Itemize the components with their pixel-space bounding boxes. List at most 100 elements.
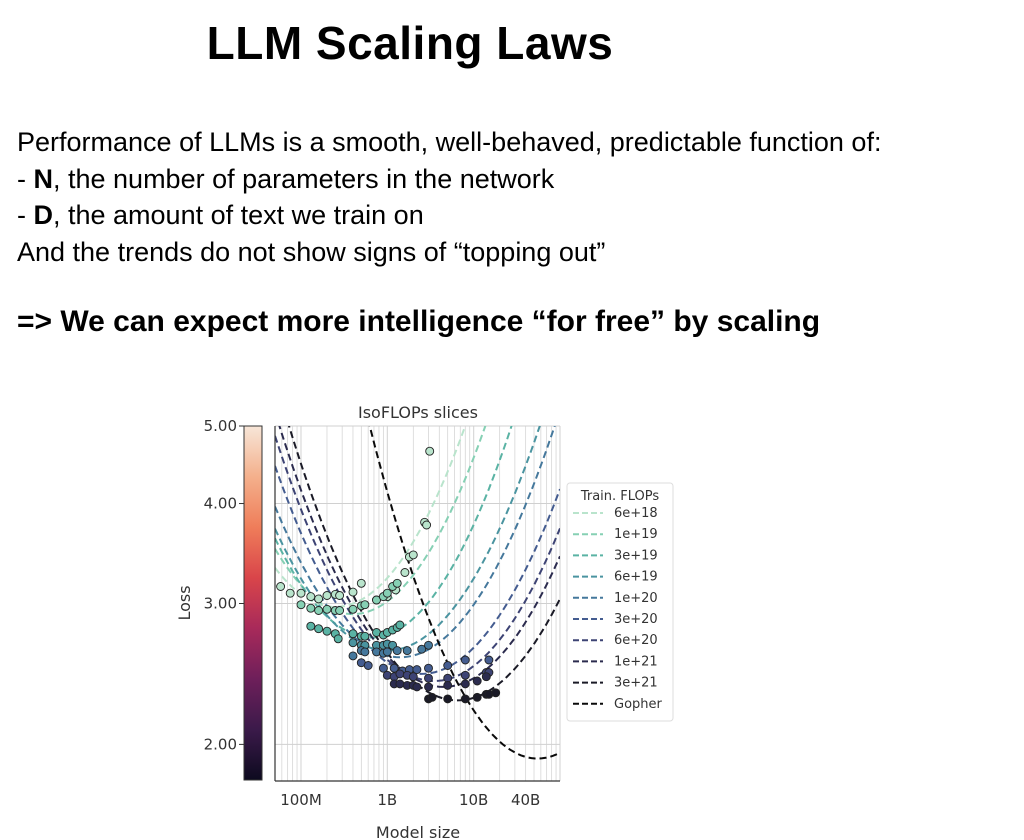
data-point	[382, 588, 392, 598]
fit-curve	[275, 426, 467, 609]
x-axis-label: Model size	[376, 823, 460, 840]
fit-curve	[275, 426, 513, 639]
y-axis-label: Loss	[175, 585, 194, 620]
data-point	[296, 600, 306, 610]
data-point	[412, 665, 422, 675]
data-point	[395, 669, 405, 679]
bullet-term: D	[33, 200, 54, 230]
data-point	[443, 694, 453, 704]
data-point	[392, 578, 402, 588]
data-point	[363, 661, 373, 670]
data-point	[306, 592, 316, 602]
y-axis-ticks: 2.00 3.00 4.00 5.00	[204, 417, 244, 753]
data-point	[285, 588, 295, 598]
data-point	[443, 661, 453, 670]
data-point	[382, 647, 392, 657]
data-point	[400, 568, 410, 577]
x-axis-ticks: 100M 1B 10B 40B	[280, 791, 540, 809]
legend-label: 3e+19	[614, 548, 658, 563]
chart-title: IsoFLOPs slices	[358, 403, 478, 422]
fit-curve	[275, 465, 560, 675]
data-point	[314, 624, 324, 634]
data-point	[360, 600, 370, 610]
data-point	[427, 692, 437, 702]
colorbar	[243, 425, 263, 781]
fit-curve	[275, 426, 487, 616]
data-point	[424, 673, 433, 683]
intro-line: Performance of LLMs is a smooth, well-be…	[17, 127, 882, 157]
slide-title: LLM Scaling Laws	[206, 17, 614, 69]
data-point	[335, 606, 345, 615]
legend-label: 1e+19	[614, 527, 658, 542]
y-tick-label: 4.00	[204, 495, 237, 513]
y-tick-label: 5.00	[204, 417, 237, 435]
legend-label: 6e+19	[614, 570, 658, 585]
legend-label: 6e+20	[614, 633, 658, 648]
legend-label: 1e+20	[614, 591, 658, 606]
data-point	[348, 629, 358, 639]
data-point	[425, 446, 435, 456]
bullet-d: - D, the amount of text we train on	[17, 197, 881, 234]
y-tick-label: 2.00	[204, 735, 237, 753]
data-point	[460, 670, 470, 680]
fit-curve	[278, 426, 560, 688]
data-point	[472, 692, 482, 702]
data-point	[348, 587, 358, 597]
conclusion: => We can expect more intelligence “for …	[17, 305, 821, 338]
data-point	[306, 603, 316, 613]
data-point	[491, 688, 501, 698]
fit-curve	[275, 435, 560, 682]
trend-note: And the trends do not show signs of “top…	[17, 236, 606, 267]
x-tick-label: 40B	[511, 791, 540, 809]
data-point	[484, 655, 494, 665]
legend-label: 3e+20	[614, 612, 658, 627]
bullet-term: N	[33, 163, 54, 194]
data-point	[322, 604, 332, 614]
data-point	[378, 663, 388, 673]
data-point	[348, 604, 358, 614]
legend: Train. FLOPs 6e+18 1e+19 3e+19 6e+19 1e+20 3e…	[566, 482, 674, 722]
data-point	[402, 646, 412, 656]
data-point	[424, 640, 433, 650]
data-point	[443, 680, 453, 690]
legend-title: Train. FLOPs	[580, 489, 660, 504]
data-point	[322, 626, 332, 636]
x-tick-label: 10B	[459, 791, 488, 809]
fit-curve	[368, 426, 560, 760]
legend-label: 3e+21	[614, 676, 658, 691]
bullet-prefix: -	[17, 163, 34, 194]
legend-label: Gopher	[614, 697, 663, 712]
legend-label: 6e+18	[614, 506, 658, 521]
data-point	[360, 647, 370, 657]
legend-label: 1e+21	[614, 654, 658, 669]
data-point	[372, 595, 381, 605]
data-point	[392, 646, 402, 656]
bullet-prefix: -	[17, 200, 34, 230]
data-point	[276, 582, 286, 591]
data-point	[348, 638, 358, 648]
data-point	[417, 644, 427, 654]
data-point	[472, 676, 482, 686]
data-point	[360, 631, 370, 641]
data-point	[422, 520, 432, 530]
data-point	[314, 606, 324, 615]
bullet-text: , the amount of text we train on	[53, 200, 424, 230]
data-point	[408, 550, 418, 560]
data-point	[306, 621, 316, 631]
data-point	[322, 591, 332, 600]
bullet-text: , the number of parameters in the networ…	[53, 163, 555, 194]
data-point	[296, 588, 306, 598]
data-point	[395, 679, 405, 689]
data-point	[460, 694, 470, 704]
data-point	[408, 672, 418, 682]
data-points	[276, 446, 501, 704]
data-point	[460, 655, 470, 665]
data-point	[481, 672, 491, 682]
x-tick-label: 100M	[280, 791, 322, 809]
data-point	[389, 663, 399, 673]
slide-body: Performance of LLMs is a smooth, well-be…	[17, 124, 881, 270]
data-point	[335, 591, 345, 600]
data-point	[314, 594, 324, 604]
x-tick-label: 1B	[377, 791, 397, 809]
